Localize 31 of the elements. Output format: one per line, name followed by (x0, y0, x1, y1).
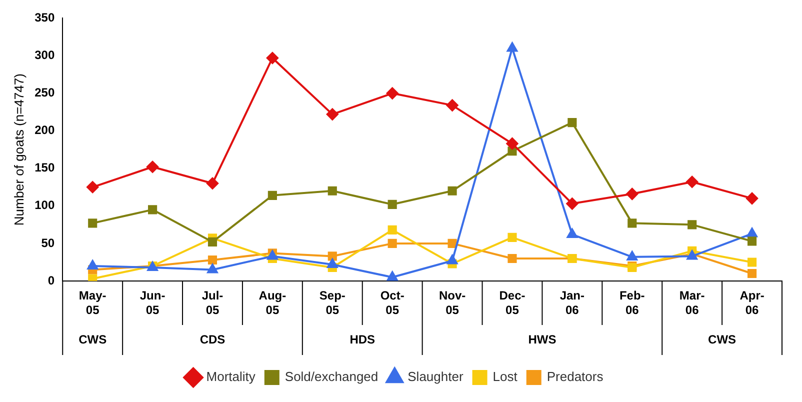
y-axis-title: Number of goats (n=4747) (11, 74, 26, 226)
y-tick-label: 100 (34, 198, 55, 212)
text: CDS (200, 332, 226, 346)
x-tick-label: Dec-05 (499, 288, 526, 317)
y-tick-label: 0 (48, 273, 55, 288)
y-tick-label: 200 (34, 123, 55, 138)
text: CWS (78, 332, 107, 346)
legend-label: Slaughter (408, 369, 464, 384)
x-tick-label: Aug-05 (258, 288, 286, 317)
y-tick-label: 150 (34, 160, 55, 175)
legend-label: Mortality (206, 369, 256, 384)
x-tick-label: Jan-06 (560, 288, 585, 317)
y-tick-label: 350 (34, 10, 55, 25)
x-tick-label: Apr-06 (740, 288, 764, 317)
y-tick-label: 300 (34, 48, 55, 62)
x-tick-label: Feb-06 (619, 288, 645, 317)
legend-label: Lost (492, 369, 518, 384)
x-tick-label: Jun-05 (140, 288, 166, 317)
x-tick-label: May-05 (78, 288, 106, 317)
x-tick-label: Jul-05 (202, 288, 224, 317)
text: HDS (350, 332, 376, 346)
x-tick-label: Oct-05 (380, 288, 404, 317)
legend-label: Sold/exchanged (284, 369, 378, 384)
y-tick-label: 250 (34, 86, 55, 100)
text: CWS (708, 332, 736, 346)
legend-label: Predators (546, 369, 604, 384)
x-tick-label: Sep-05 (319, 288, 346, 317)
x-tick-label: Mar-06 (679, 288, 705, 317)
x-tick-label: Nov-05 (438, 288, 466, 317)
y-tick-label: 50 (41, 236, 55, 250)
text: HWS (528, 332, 556, 346)
